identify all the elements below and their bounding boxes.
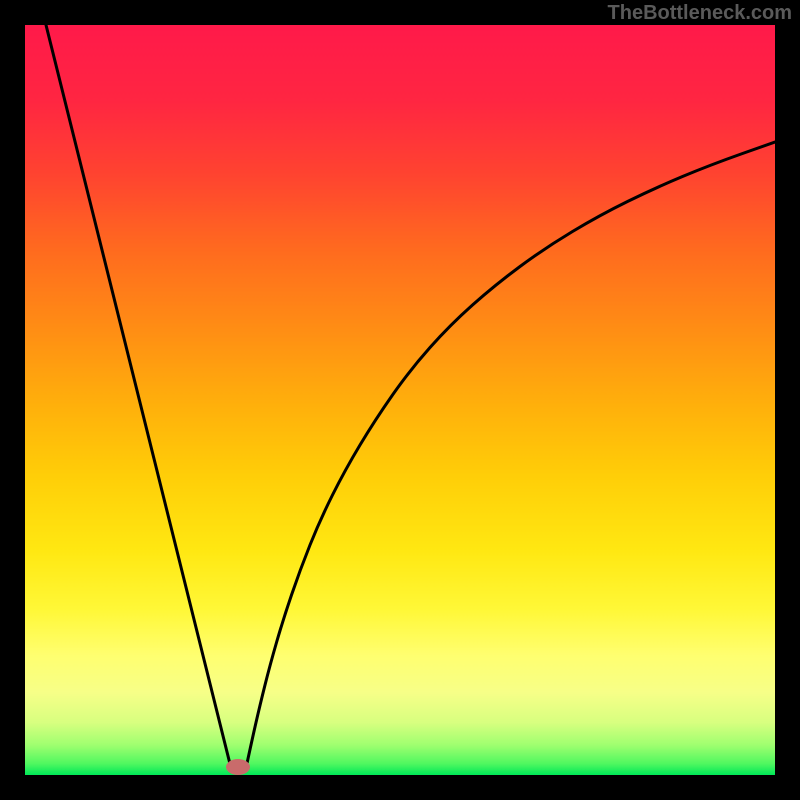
left-curve [46, 25, 231, 768]
bottleneck-marker [226, 759, 250, 775]
watermark-text: TheBottleneck.com [608, 2, 792, 25]
right-curve [246, 142, 775, 768]
